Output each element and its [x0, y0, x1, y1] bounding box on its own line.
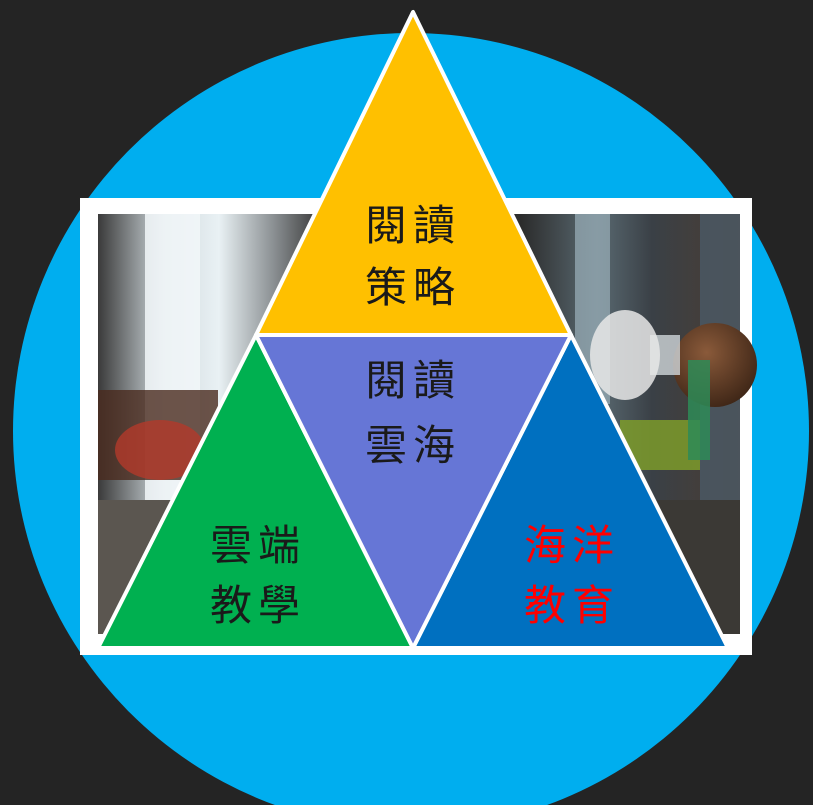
right-label-line2: 教育	[524, 581, 620, 630]
center-triangle-label: 閱讀 雲海	[365, 356, 461, 470]
right-triangle-label: 海洋 教育	[524, 521, 620, 630]
left-label-line2: 教學	[210, 581, 306, 630]
left-label-line1: 雲端	[210, 521, 306, 570]
top-triangle-label: 閱讀 策略	[365, 201, 461, 312]
center-label-line1: 閱讀	[365, 356, 461, 405]
left-triangle-label: 雲端 教學	[210, 521, 306, 630]
right-label-line1: 海洋	[524, 521, 620, 570]
top-triangle	[254, 10, 573, 337]
top-label-line2: 策略	[365, 263, 461, 312]
center-label-line2: 雲海	[365, 421, 461, 470]
top-label-line1: 閱讀	[365, 201, 461, 250]
